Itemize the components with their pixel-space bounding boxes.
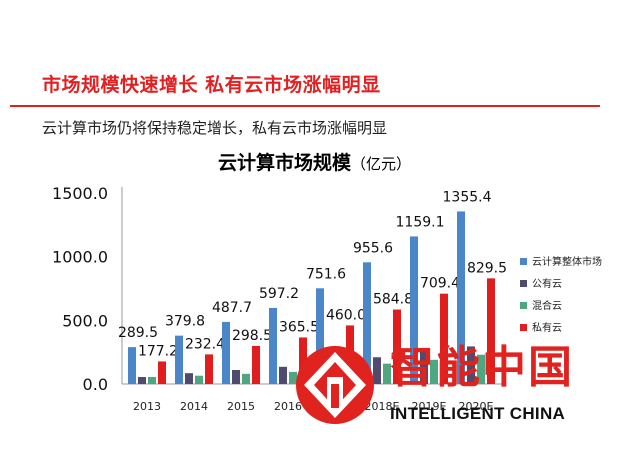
bar-private bbox=[158, 361, 166, 384]
bar-total bbox=[222, 321, 230, 384]
data-label-private: 298.5 bbox=[232, 328, 272, 344]
x-tick-label: 2014 bbox=[180, 400, 208, 413]
legend-swatch bbox=[520, 258, 527, 265]
bar-private bbox=[440, 293, 448, 384]
x-tick-label: 2019E bbox=[412, 400, 447, 413]
data-label-total: 1159.1 bbox=[396, 214, 445, 230]
bar-private bbox=[487, 278, 495, 384]
page-subtitle: 云计算市场仍将保持稳定增长，私有云市场涨幅明显 bbox=[42, 119, 388, 137]
bar-public bbox=[373, 357, 381, 384]
watermark-cn-text: 智能中国 bbox=[390, 342, 574, 393]
data-label-total: 379.8 bbox=[165, 314, 205, 330]
bar-private bbox=[252, 345, 260, 384]
bar-public bbox=[138, 376, 146, 384]
data-label-private: 829.5 bbox=[467, 260, 507, 276]
data-label-private: 232.4 bbox=[185, 336, 225, 352]
y-tick-label: 1000.0 bbox=[52, 248, 108, 267]
bar-hybrid bbox=[148, 376, 156, 384]
intelligent-china-logo-icon bbox=[296, 346, 374, 424]
bar-total bbox=[457, 211, 465, 384]
title-divider bbox=[10, 105, 600, 107]
bar-private bbox=[393, 309, 401, 384]
x-tick-label: 2018E bbox=[365, 400, 400, 413]
bar-public bbox=[420, 351, 428, 384]
bar-total bbox=[128, 347, 136, 384]
watermark: 智能中国 INTELLIGENT CHINA bbox=[294, 344, 604, 430]
data-label-total: 1355.4 bbox=[443, 189, 492, 205]
data-label-private: 177.2 bbox=[138, 343, 178, 359]
legend-swatch bbox=[520, 302, 527, 309]
data-label-total: 487.7 bbox=[212, 300, 252, 316]
bar-public bbox=[467, 346, 475, 384]
page-title: 市场规模快速增长 私有云市场涨幅明显 bbox=[42, 74, 381, 96]
legend-label: 公有云 bbox=[532, 277, 562, 290]
bar-private bbox=[299, 337, 307, 384]
chart-title: 云计算市场规模（亿元） bbox=[0, 148, 629, 175]
data-label-total: 597.2 bbox=[259, 286, 299, 302]
bar-hybrid bbox=[289, 371, 297, 384]
data-label-total: 289.5 bbox=[118, 325, 158, 341]
bar-hybrid bbox=[430, 359, 438, 384]
x-tick-label: 2013 bbox=[133, 400, 161, 413]
x-tick-label: 2016 bbox=[274, 400, 302, 413]
bar-total bbox=[410, 236, 418, 384]
bar-public bbox=[232, 369, 240, 384]
bar-total bbox=[316, 288, 324, 384]
chart-title-unit: （亿元） bbox=[351, 155, 412, 173]
bar-total bbox=[175, 335, 183, 384]
data-label-total: 955.6 bbox=[353, 240, 393, 256]
data-label-private: 709.4 bbox=[420, 276, 460, 292]
data-label-private: 584.8 bbox=[373, 292, 413, 308]
bar-hybrid bbox=[195, 375, 203, 384]
data-label-total: 751.6 bbox=[306, 266, 346, 282]
legend-label: 混合云 bbox=[532, 299, 562, 312]
bar-private bbox=[205, 354, 213, 384]
bar-public bbox=[279, 366, 287, 384]
bar-hybrid bbox=[477, 354, 485, 384]
y-tick-label: 0.0 bbox=[83, 375, 108, 394]
chart-title-text: 云计算市场规模 bbox=[217, 152, 351, 174]
legend-label: 云计算整体市场 bbox=[532, 255, 602, 268]
y-tick-label: 1500.0 bbox=[52, 184, 108, 203]
legend-swatch bbox=[520, 280, 527, 287]
bar-public bbox=[185, 373, 193, 384]
x-tick-label: 2015 bbox=[227, 400, 255, 413]
watermark-en-text: INTELLIGENT CHINA bbox=[390, 404, 566, 423]
data-label-private: 365.5 bbox=[279, 319, 319, 335]
x-tick-label: 2020E bbox=[459, 400, 494, 413]
bar-hybrid bbox=[242, 373, 250, 384]
bar-hybrid bbox=[383, 363, 391, 384]
data-label-private: 460.0 bbox=[326, 307, 366, 323]
bar-total bbox=[269, 307, 277, 384]
y-tick-label: 500.0 bbox=[62, 311, 108, 330]
legend-swatch bbox=[520, 324, 527, 331]
legend-label: 私有云 bbox=[532, 321, 562, 334]
bar-total bbox=[363, 262, 371, 384]
